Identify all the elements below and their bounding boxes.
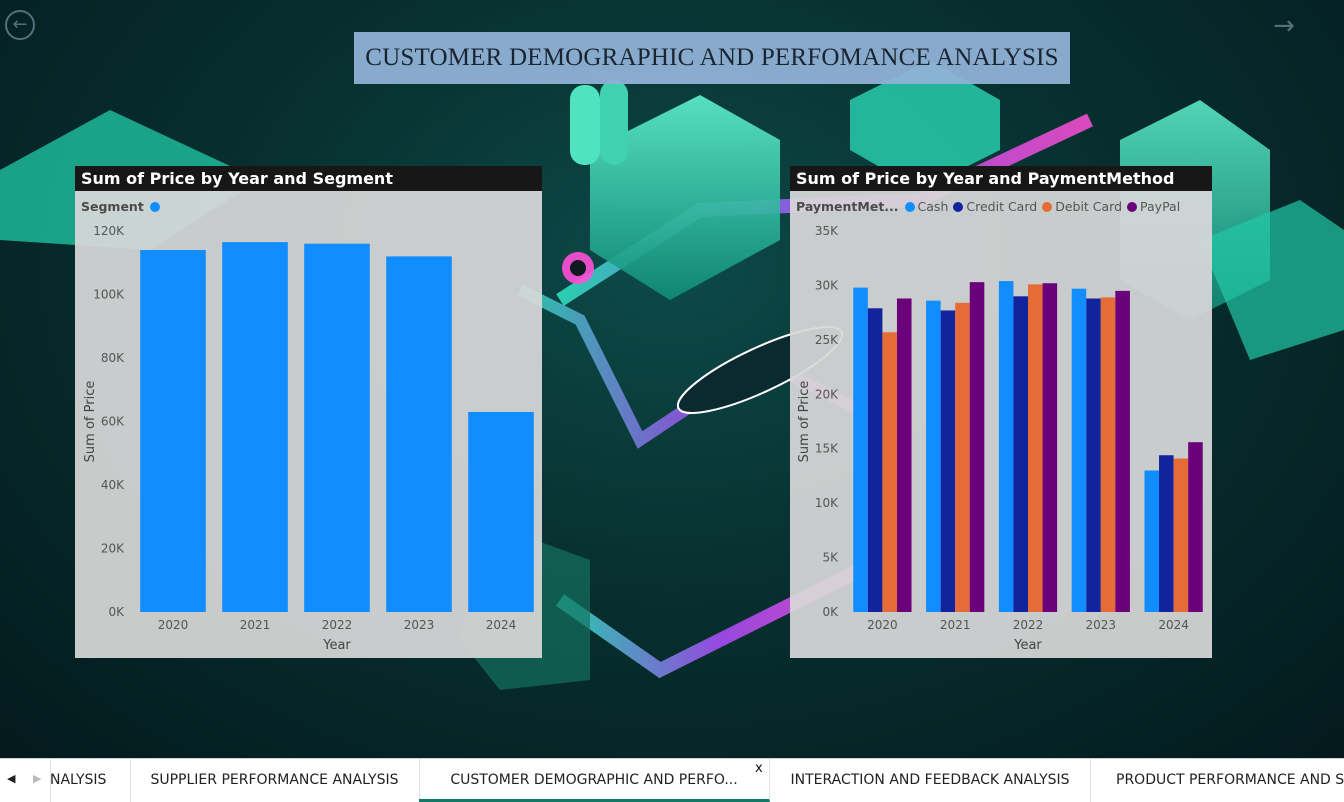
close-tab-icon[interactable]: x — [755, 761, 763, 776]
bar-debit-card-2020[interactable] — [882, 332, 897, 612]
bar-cash-2023[interactable] — [1071, 288, 1087, 612]
bar-debit-card-2023[interactable] — [1100, 297, 1116, 612]
x-axis-label: Year — [1013, 638, 1042, 653]
payment-chart-legend: PaymentMet... Cash Credit Card Debit Card P… — [796, 199, 1185, 214]
bar-debit-card-2021[interactable] — [955, 302, 970, 612]
segment-bar-chart: 0K 20K 40K 60K 80K 100K 120K Sum of Price Year 20… — [83, 224, 534, 653]
y-tick-label: 60K — [101, 415, 125, 429]
legend-item-credit-card[interactable]: Credit Card — [953, 199, 1037, 214]
tab-interaction-feedback[interactable]: INTERACTION AND FEEDBACK ANALYSIS — [770, 759, 1091, 802]
legend-item-paypal[interactable]: PayPal — [1127, 199, 1180, 214]
tab-scroll-controls: ◀ ▶ — [0, 759, 51, 802]
bar-cash-2024[interactable] — [1144, 470, 1160, 612]
y-tick-label: 120K — [93, 224, 125, 238]
x-axis-label: Year — [322, 638, 351, 653]
legend-title: Segment — [81, 199, 144, 214]
legend-label: Debit Card — [1055, 199, 1123, 214]
bar-cash-2020[interactable] — [853, 287, 868, 612]
legend-dot-icon — [904, 201, 915, 212]
back-arrow-icon[interactable]: ← — [5, 10, 35, 40]
legend-label: Credit Card — [966, 199, 1038, 214]
x-tick-label: 2022 — [1013, 618, 1044, 632]
bar-2023[interactable] — [386, 256, 452, 612]
bar-credit-card-2023[interactable] — [1086, 298, 1101, 612]
tab-analysis[interactable]: NALYSIS — [50, 759, 131, 802]
x-tick-label: 2020 — [158, 618, 189, 632]
y-tick-label: 20K — [101, 542, 125, 556]
legend-label: Cash — [917, 199, 949, 214]
y-tick-label: 100K — [93, 288, 125, 302]
x-tick-label: 2021 — [940, 618, 971, 632]
tab-product-performance[interactable]: PRODUCT PERFORMANCE AND SA — [1116, 772, 1344, 788]
payment-chart-panel[interactable]: Sum of Price by Year and PaymentMethod P… — [790, 166, 1212, 658]
legend-dot-icon — [1127, 201, 1138, 212]
bar-2020[interactable] — [140, 250, 206, 613]
bar-2021[interactable] — [222, 242, 288, 613]
y-tick-label: 80K — [101, 351, 125, 365]
y-axis-label: Sum of Price — [797, 381, 812, 463]
legend-dot-icon — [1042, 201, 1053, 212]
segment-chart-title: Sum of Price by Year and Segment — [75, 166, 542, 191]
bar-paypal-2021[interactable] — [969, 282, 985, 612]
bar-cash-2021[interactable] — [926, 300, 941, 612]
x-tick-label: 2024 — [486, 618, 517, 632]
page-tab-bar: ◀ ▶ NALYSIS SUPPLIER PERFORMANCE ANALYSI… — [0, 758, 1344, 802]
bar-paypal-2022[interactable] — [1042, 283, 1058, 612]
y-tick-label: 0K — [822, 605, 839, 619]
segment-chart-legend: Segment — [81, 199, 163, 214]
legend-title: PaymentMet... — [796, 199, 899, 214]
report-title: CUSTOMER DEMOGRAPHIC AND PERFOMANCE ANAL… — [365, 44, 1059, 71]
y-tick-label: 5K — [822, 551, 839, 565]
report-title-box: CUSTOMER DEMOGRAPHIC AND PERFOMANCE ANAL… — [354, 32, 1070, 84]
x-tick-label: 2020 — [867, 618, 898, 632]
bar-credit-card-2021[interactable] — [940, 310, 956, 612]
bar-cash-2022[interactable] — [998, 281, 1014, 612]
legend-label: PayPal — [1140, 199, 1181, 214]
tab-supplier-performance[interactable]: SUPPLIER PERFORMANCE ANALYSIS — [130, 759, 420, 802]
legend-item-cash[interactable]: Cash — [904, 199, 949, 214]
tab-scroll-right-icon[interactable]: ▶ — [33, 772, 42, 785]
payment-chart-title: Sum of Price by Year and PaymentMethod — [790, 166, 1212, 191]
x-tick-label: 2023 — [404, 618, 435, 632]
y-tick-label: 20K — [815, 387, 839, 401]
forward-arrow-icon[interactable]: → — [1273, 11, 1295, 41]
x-tick-label: 2022 — [322, 618, 353, 632]
bar-2024[interactable] — [468, 411, 534, 612]
bar-credit-card-2020[interactable] — [867, 308, 883, 612]
bar-paypal-2023[interactable] — [1115, 290, 1130, 612]
y-tick-label: 30K — [815, 278, 839, 292]
bar-paypal-2020[interactable] — [896, 298, 912, 612]
y-tick-label: 15K — [815, 442, 839, 456]
payment-bar-chart: 0K 5K 10K 15K 20K 25K 30K 35K Sum of Price Year 20… — [797, 224, 1203, 653]
bar-paypal-2024[interactable] — [1188, 442, 1203, 612]
y-tick-label: 35K — [815, 224, 839, 238]
y-axis-label: Sum of Price — [83, 381, 98, 463]
tab-customer-demographic[interactable]: CUSTOMER DEMOGRAPHIC AND PERFO... — [419, 759, 770, 802]
segment-chart-panel[interactable]: Sum of Price by Year and Segment Segment… — [75, 166, 542, 658]
legend-dot-icon — [953, 201, 964, 212]
legend-item-debit-card[interactable]: Debit Card — [1042, 199, 1122, 214]
bar-credit-card-2024[interactable] — [1159, 455, 1174, 612]
y-tick-label: 10K — [815, 496, 839, 510]
x-tick-label: 2024 — [1158, 618, 1189, 632]
bar-debit-card-2024[interactable] — [1173, 458, 1189, 612]
tab-scroll-left-icon[interactable]: ◀ — [7, 772, 16, 785]
bar-credit-card-2022[interactable] — [1013, 296, 1028, 612]
x-tick-label: 2021 — [240, 618, 271, 632]
bar-2022[interactable] — [304, 243, 370, 612]
y-tick-label: 40K — [101, 478, 125, 492]
y-tick-label: 0K — [108, 605, 125, 619]
report-canvas: ← → CUSTOMER DEMOGRAPHIC AND PERFOMANCE … — [0, 0, 1344, 758]
bar-debit-card-2022[interactable] — [1028, 284, 1043, 612]
x-tick-label: 2023 — [1086, 618, 1117, 632]
legend-dot-icon — [149, 201, 160, 212]
y-tick-label: 25K — [815, 333, 839, 347]
